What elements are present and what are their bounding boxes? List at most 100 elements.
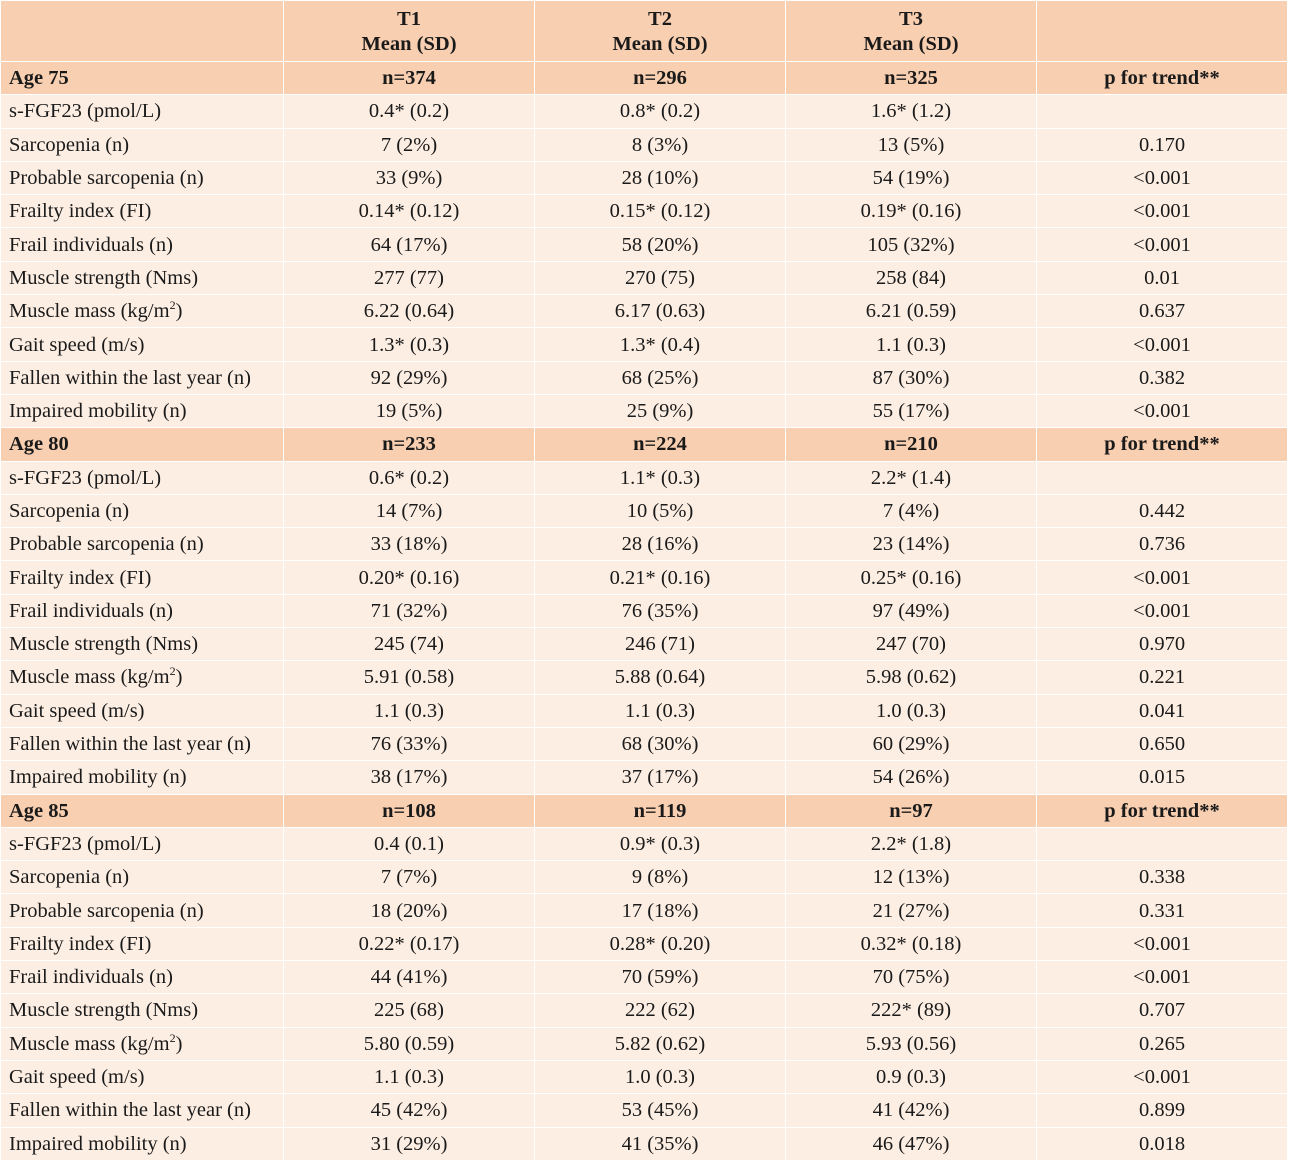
cell-t1: 0.20* (0.16) (283, 560, 535, 595)
row-label: s-FGF23 (pmol/L) (0, 94, 284, 129)
row-label: Sarcopenia (n) (0, 127, 284, 162)
cell-t1: 1.1 (0.3) (283, 1059, 535, 1095)
group-trend-label: p for trend** (1036, 427, 1288, 462)
table-row: Fallen within the last year (n) 92 (29%) 6… (0, 360, 1288, 395)
row-label-text: Sarcopenia (n) (9, 866, 130, 889)
cell-t1: 33 (18%) (283, 527, 535, 562)
cell-t3: 54 (26%) (785, 760, 1037, 795)
group-n-t3: n=97 (785, 793, 1037, 828)
row-label-text: Frail individuals (n) (9, 233, 173, 256)
cell-t1: 5.91 (0.58) (283, 660, 535, 695)
cell-t1: 0.4* (0.2) (283, 94, 535, 129)
row-label-text: Sarcopenia (n) (9, 500, 130, 522)
row-label-text: Probable sarcopenia (n) (9, 899, 204, 922)
cell-t2: 53 (45%) (534, 1093, 786, 1128)
cell-p-trend: 0.899 (1036, 1093, 1288, 1128)
cell-t2: 76 (35%) (534, 593, 786, 629)
group-n-t2: n=224 (534, 427, 786, 462)
row-label: Muscle mass (kg/m2) (0, 660, 284, 695)
table-row: Muscle strength (Nms) 277 (77) 270 (75) 258… (0, 260, 1288, 296)
row-label-text: Fallen within the last year (n) (9, 1099, 251, 1122)
header-trend-cell (1036, 0, 1288, 62)
row-label: Frailty index (FI) (0, 194, 284, 229)
cell-t3: 12 (13%) (785, 860, 1037, 895)
row-label-text: Muscle strength (Nms) (9, 266, 199, 289)
cell-p-trend: 0.650 (1036, 726, 1288, 762)
cell-t3: 1.1 (0.3) (785, 327, 1037, 362)
table-row: Muscle strength (Nms) 225 (68) 222 (62) 222… (0, 993, 1288, 1028)
cell-t1: 92 (29%) (283, 360, 535, 395)
cell-p-trend: 0.707 (1036, 993, 1288, 1028)
row-label: Frail individuals (n) (0, 227, 284, 262)
group-n-t1: n=108 (283, 793, 535, 828)
row-label: Gait speed (m/s) (0, 327, 284, 362)
cell-t2: 68 (25%) (534, 360, 786, 395)
table-row: Gait speed (m/s) 1.3* (0.3) 1.3* (0.4) 1.1 … (0, 327, 1288, 362)
cell-t2: 1.3* (0.4) (534, 327, 786, 362)
row-label: Gait speed (m/s) (0, 693, 284, 728)
cell-t2: 8 (3%) (534, 127, 786, 162)
table-header: T1 Mean (SD) T2 Mean (SD) T3 Mean (SD) (0, 0, 1288, 62)
cell-t1: 7 (7%) (283, 860, 535, 895)
group-n-t3: n=325 (785, 60, 1037, 96)
cell-t3: 0.9 (0.3) (785, 1059, 1037, 1095)
row-label: Muscle mass (kg/m2) (0, 1026, 284, 1061)
cell-t3: 21 (27%) (785, 893, 1037, 928)
row-label-end: ) (175, 1032, 183, 1055)
table-row: Frailty index (FI) 0.20* (0.16) 0.21* (0.1… (0, 560, 1288, 595)
cell-p-trend: 0.338 (1036, 860, 1288, 895)
cell-t2: 28 (16%) (534, 527, 786, 562)
cell-t1: 0.4 (0.1) (283, 826, 535, 862)
cell-t1: 45 (42%) (283, 1093, 535, 1128)
table-row: Muscle mass (kg/m2) 5.80 (0.59) 5.82 (0.62… (0, 1026, 1288, 1061)
header-label-cell (0, 0, 284, 62)
row-label-text: Muscle strength (Nms) (9, 999, 199, 1022)
table-row: Probable sarcopenia (n) 18 (20%) 17 (18%) 2… (0, 893, 1288, 928)
table-row: Muscle mass (kg/m2) 6.22 (0.64) 6.17 (0.63… (0, 294, 1288, 329)
group-n-t2: n=296 (534, 60, 786, 96)
cell-t1: 14 (7%) (283, 493, 535, 529)
cell-t1: 5.80 (0.59) (283, 1026, 535, 1061)
cell-t3: 247 (70) (785, 627, 1037, 662)
cell-t1: 1.1 (0.3) (283, 693, 535, 728)
cell-t2: 222 (62) (534, 993, 786, 1028)
row-label-text: Frailty index (FI) (9, 566, 152, 589)
cell-p-trend: <0.001 (1036, 960, 1288, 995)
cell-p-trend: 0.637 (1036, 294, 1288, 329)
cell-t3: 41 (42%) (785, 1093, 1037, 1128)
cell-t2: 0.8* (0.2) (534, 94, 786, 129)
cell-t1: 7 (2%) (283, 127, 535, 162)
row-label-text: Impaired mobility (n) (9, 400, 187, 423)
cell-t2: 5.88 (0.64) (534, 660, 786, 695)
group-n-t3: n=210 (785, 427, 1037, 462)
cell-t2: 17 (18%) (534, 893, 786, 928)
cell-t3: 222* (89) (785, 993, 1037, 1028)
group-title: Age 80 (0, 427, 284, 462)
row-label: Impaired mobility (n) (0, 760, 284, 795)
row-label: s-FGF23 (pmol/L) (0, 826, 284, 862)
group-title: Age 75 (0, 60, 284, 96)
group-n-t1: n=374 (283, 60, 535, 96)
cell-t2: 0.15* (0.12) (534, 194, 786, 229)
header-t1-title: T1 (397, 8, 421, 30)
group-n-t2: n=119 (534, 793, 786, 828)
cell-t2: 70 (59%) (534, 960, 786, 995)
table-row: Probable sarcopenia (n) 33 (9%) 28 (10%) 54… (0, 160, 1288, 196)
cell-p-trend: 0.331 (1036, 893, 1288, 928)
header-t3-title: T3 (899, 8, 923, 30)
cell-p-trend: 0.736 (1036, 527, 1288, 562)
cell-t3: 6.21 (0.59) (785, 294, 1037, 329)
cell-p-trend: 0.265 (1036, 1026, 1288, 1061)
header-t2: T2 Mean (SD) (534, 0, 786, 62)
cell-p-trend: 0.041 (1036, 693, 1288, 728)
row-label-text: Probable sarcopenia (n) (9, 533, 204, 556)
table-row: Frail individuals (n) 64 (17%) 58 (20%) 105… (0, 227, 1288, 262)
row-label: Frailty index (FI) (0, 560, 284, 595)
table-row: s-FGF23 (pmol/L) 0.4* (0.2) 0.8* (0.2) 1.6*… (0, 94, 1288, 129)
cell-p-trend: 0.018 (1036, 1126, 1288, 1161)
group-n-t1: n=233 (283, 427, 535, 462)
cell-t2: 246 (71) (534, 627, 786, 662)
header-t3-subheading: Mean (SD) (863, 33, 959, 55)
cell-t2: 10 (5%) (534, 493, 786, 529)
cell-t1: 0.14* (0.12) (283, 194, 535, 229)
